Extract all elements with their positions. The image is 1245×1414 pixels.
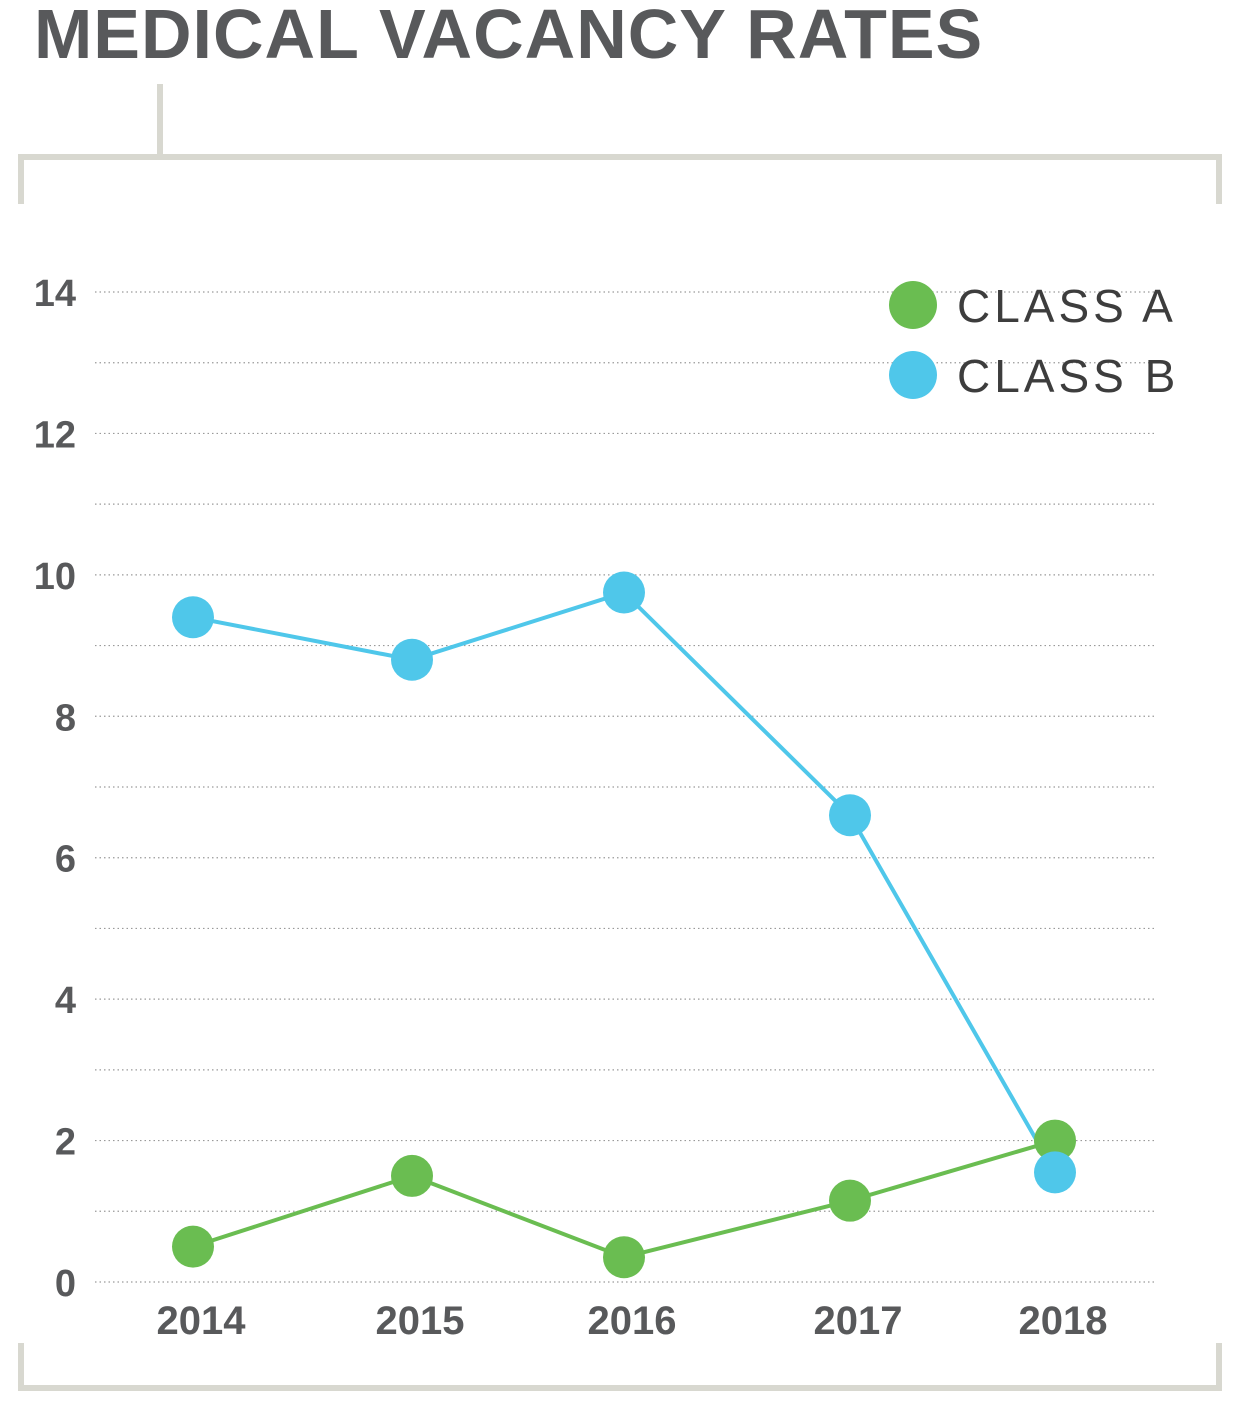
series-line-class-b — [192, 590, 1057, 1174]
x-tick-label: 2018 — [1019, 1299, 1108, 1343]
y-tick-label: 6 — [55, 839, 76, 881]
page-title: MEDICAL VACANCY RATES — [34, 0, 984, 73]
legend-marker-class-a — [889, 281, 937, 329]
data-point-class-a — [172, 1225, 214, 1268]
y-tick-label: 14 — [34, 273, 76, 315]
y-tick-label: 12 — [34, 414, 76, 456]
data-point-class-b — [829, 794, 871, 837]
y-tick-label: 2 — [55, 1122, 76, 1164]
frame-top-bracket — [18, 154, 1222, 204]
legend: CLASS A CLASS B — [889, 280, 1179, 402]
chart-frame — [18, 84, 1222, 1391]
data-point-class-b — [603, 571, 645, 614]
x-axis-ticks: 2014 2015 2016 2017 2018 — [157, 1299, 1108, 1343]
data-point-class-b — [172, 596, 214, 639]
y-tick-label: 8 — [55, 697, 76, 739]
data-point-class-a — [1034, 1119, 1076, 1162]
x-tick-label: 2017 — [814, 1299, 903, 1343]
x-tick-label: 2015 — [376, 1299, 465, 1343]
legend-marker-class-b — [889, 351, 937, 399]
y-tick-label: 4 — [55, 980, 76, 1022]
series-points — [172, 571, 1076, 1279]
frame-bottom-bracket — [18, 1343, 1222, 1391]
data-point-class-b — [391, 638, 433, 681]
x-tick-label: 2014 — [157, 1299, 247, 1343]
legend-label-class-a: CLASS A — [957, 280, 1177, 332]
x-tick-label: 2016 — [588, 1299, 677, 1343]
y-tick-label: 0 — [55, 1263, 76, 1305]
series-lines — [192, 590, 1057, 1260]
y-tick-label: 10 — [34, 556, 76, 598]
y-axis-ticks: 0 2 4 6 8 10 12 14 — [34, 273, 76, 1305]
data-point-class-b — [1034, 1151, 1076, 1194]
legend-label-class-b: CLASS B — [957, 350, 1179, 402]
grid-lines — [95, 291, 1157, 1283]
data-point-class-a — [603, 1236, 645, 1279]
data-point-class-a — [829, 1179, 871, 1222]
data-point-class-a — [391, 1154, 433, 1197]
